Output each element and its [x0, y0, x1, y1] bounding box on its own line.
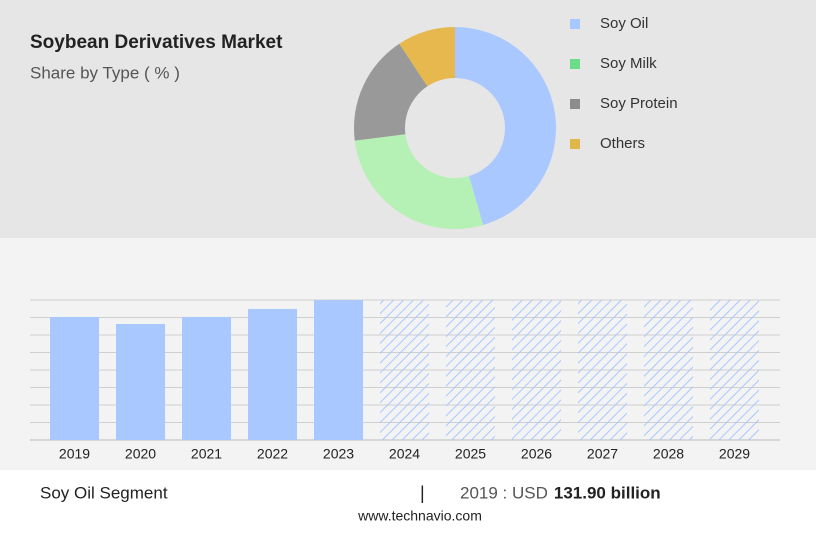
- donut-slice: [455, 27, 556, 225]
- x-tick-label: 2027: [587, 446, 618, 462]
- highlight-label: 2019 : USD: [460, 483, 548, 502]
- bar: [248, 308, 297, 440]
- bar: [50, 316, 99, 440]
- segment-label: Soy Oil Segment: [40, 483, 168, 502]
- forecast-bar: [446, 300, 495, 440]
- forecast-bar: [380, 300, 429, 440]
- source: www.technavio.com: [357, 508, 482, 524]
- legend-label: Soy Milk: [600, 55, 657, 72]
- x-tick-label: 2022: [257, 446, 288, 462]
- legend-swatch: [570, 19, 580, 29]
- bar: [116, 323, 165, 440]
- forecast-bar: [512, 300, 561, 440]
- donut-slice: [354, 43, 428, 141]
- bar: [314, 300, 363, 440]
- legend-swatch: [570, 99, 580, 109]
- x-tick-label: 2024: [389, 446, 420, 462]
- x-tick-label: 2020: [125, 446, 156, 462]
- separator: |: [420, 483, 425, 503]
- title: Soybean Derivatives Market: [30, 32, 283, 53]
- x-tick-label: 2029: [719, 446, 750, 462]
- legend-label: Others: [600, 135, 645, 152]
- donut-slice: [354, 134, 484, 230]
- x-tick-label: 2025: [455, 446, 486, 462]
- legend-swatch: [570, 139, 580, 149]
- legend-swatch: [570, 59, 580, 69]
- x-tick-label: 2021: [191, 446, 222, 462]
- x-tick-label: 2026: [521, 446, 552, 462]
- x-tick-label: 2028: [653, 446, 684, 462]
- subtitle: Share by Type ( % ): [30, 63, 180, 82]
- x-tick-label: 2023: [323, 446, 354, 462]
- x-tick-label: 2019: [59, 446, 90, 462]
- bar: [182, 316, 231, 440]
- legend-label: Soy Oil: [600, 15, 648, 32]
- legend-label: Soy Protein: [600, 95, 678, 112]
- forecast-bar: [710, 300, 759, 440]
- forecast-bar: [578, 300, 627, 440]
- donut-slice: [399, 27, 455, 87]
- forecast-bar: [644, 300, 693, 440]
- highlight-value: 131.90 billion: [554, 483, 661, 502]
